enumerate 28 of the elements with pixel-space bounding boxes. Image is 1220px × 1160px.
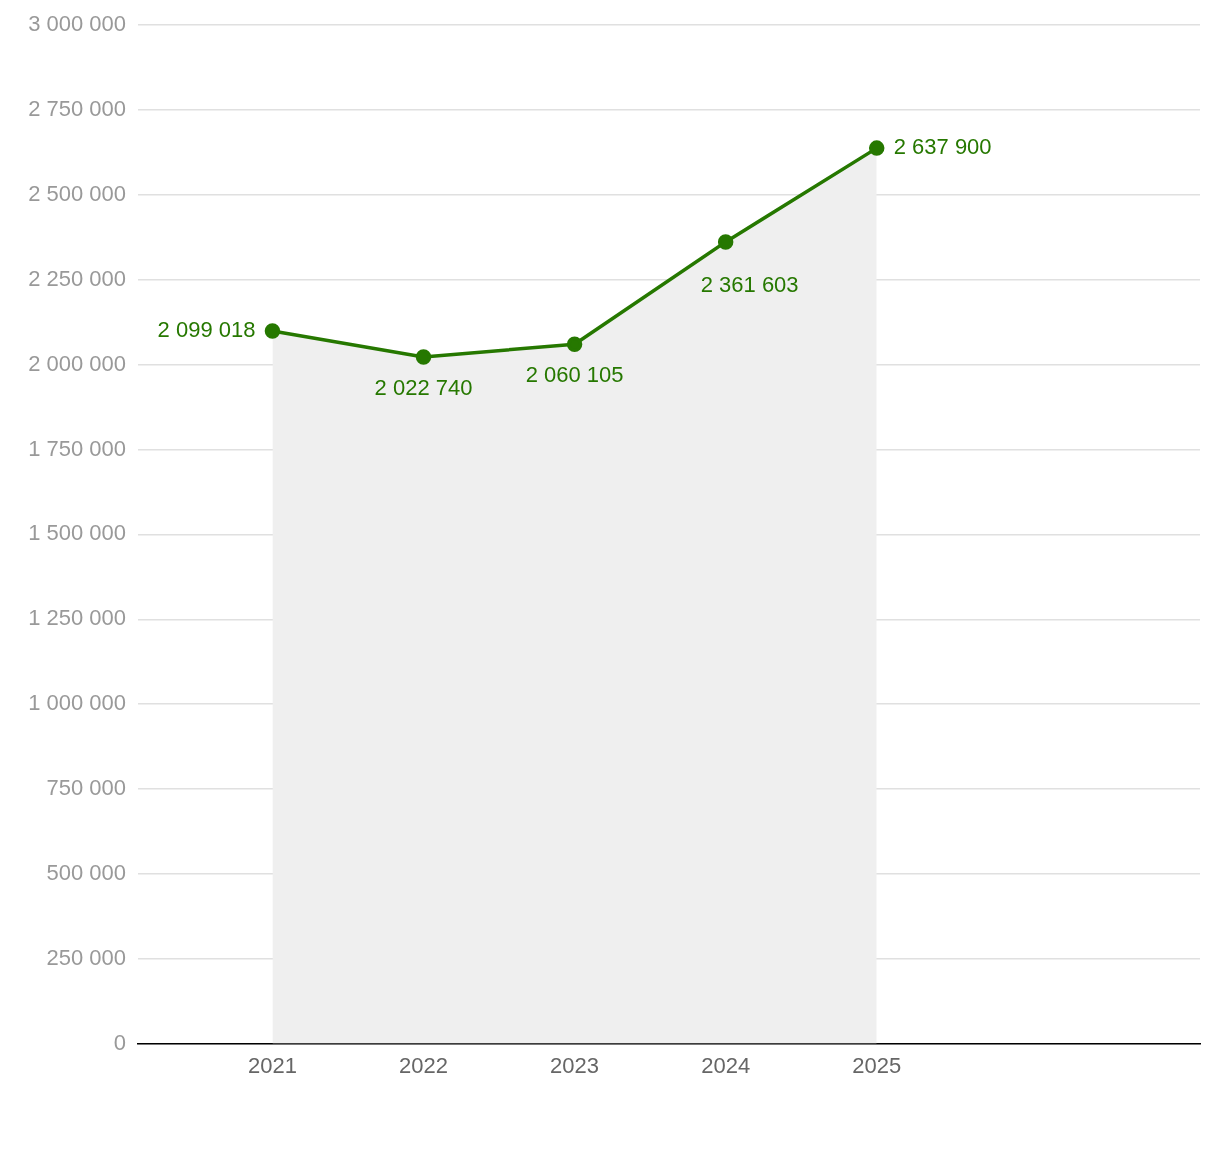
data-label: 2 099 018 — [157, 317, 256, 343]
point — [264, 323, 281, 339]
point — [717, 234, 734, 250]
point — [415, 349, 432, 365]
y-tick-label: 500 000 — [46, 859, 126, 885]
point — [868, 140, 885, 156]
x-tick-label: 2023 — [550, 1052, 600, 1078]
x-tick-label: 2022 — [399, 1052, 448, 1078]
y-tick-label: 2 000 000 — [28, 350, 126, 376]
y-tick-label: 0 — [113, 1029, 126, 1055]
x-tick-label: 2025 — [852, 1052, 902, 1078]
point — [566, 336, 583, 353]
y-tick-label: 750 000 — [46, 775, 126, 801]
y-tick-label: 1 750 000 — [28, 435, 126, 461]
y-tick-label: 1 250 000 — [28, 605, 126, 631]
y-tick-label: 1 500 000 — [28, 520, 126, 546]
data-label: 2 060 105 — [525, 362, 624, 388]
y-tick-label: 2 250 000 — [28, 265, 126, 291]
data-label: 2 022 740 — [374, 375, 473, 401]
data-label: 2 361 603 — [700, 271, 799, 297]
y-tick-label: 3 000 000 — [28, 11, 126, 37]
x-tick-label: 2024 — [701, 1052, 751, 1078]
y-tick-label: 2 500 000 — [28, 181, 126, 206]
y-tick-label: 250 000 — [46, 944, 126, 970]
y-tick-label: 2 750 000 — [28, 96, 126, 122]
x-tick-label: 2021 — [247, 1052, 297, 1078]
y-tick-label: 1 000 000 — [28, 690, 126, 716]
data-label: 2 637 900 — [893, 134, 992, 160]
